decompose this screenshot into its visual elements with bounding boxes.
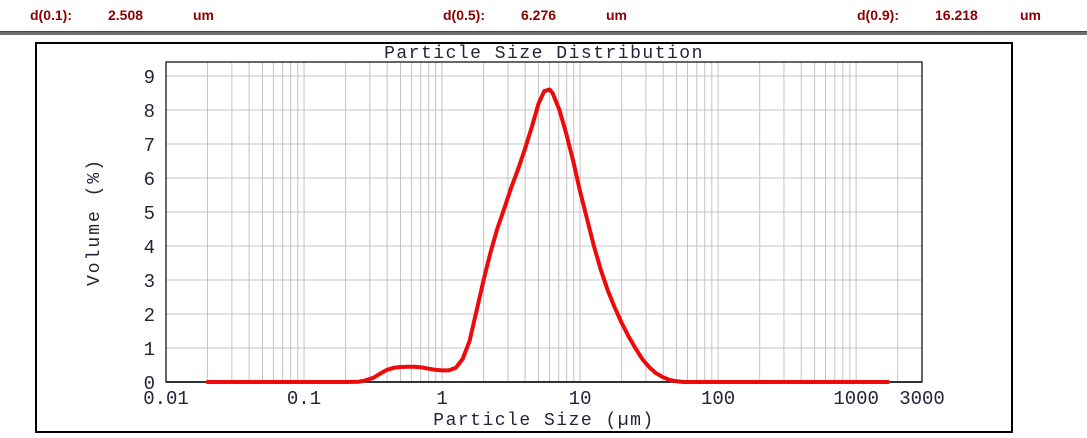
y-tick-label: 5 (144, 203, 155, 225)
x-tick-label: 10 (569, 388, 592, 410)
y-tick-label: 4 (144, 237, 155, 259)
chart-title: Particle Size Distribution (384, 44, 704, 64)
metric-unit: um (1020, 7, 1041, 23)
metric-label: d(0.5): (443, 7, 485, 23)
y-tick-label: 0 (144, 373, 155, 395)
metric-value: 16.218 (935, 7, 978, 23)
y-tick-label: 6 (144, 169, 155, 191)
x-tick-label: 1000 (833, 388, 879, 410)
metric-value: 2.508 (108, 7, 144, 23)
x-tick-label: 100 (701, 388, 735, 410)
metric-unit: um (193, 7, 214, 23)
y-axis-title: Volume (%) (85, 158, 105, 286)
metric-label: d(0.1): (30, 7, 72, 23)
report-frame: Particle Size Distribution 0 1 2 3 4 5 6 7 8 9 0.01… (35, 42, 1013, 433)
metric-d09: d(0.9): 16.218 um (857, 7, 1041, 27)
particle-size-distribution-chart: Particle Size Distribution 0 1 2 3 4 5 6 7 8 9 0.01… (85, 44, 945, 431)
metric-d05: d(0.5): 6.276 um (443, 7, 627, 27)
metric-unit: um (606, 7, 627, 23)
y-tick-label: 1 (144, 339, 155, 361)
metric-value: 6.276 (521, 7, 557, 23)
metric-d01: d(0.1): 2.508 um (30, 7, 214, 27)
y-tick-label: 2 (144, 305, 155, 327)
volume-distribution-curve (205, 87, 890, 384)
y-tick-label: 8 (144, 101, 155, 123)
metric-label: d(0.9): (857, 7, 899, 23)
header-separator (0, 31, 1087, 35)
y-tick-label: 7 (144, 135, 155, 157)
x-tick-label: 1 (436, 388, 447, 410)
header-metrics: d(0.1): 2.508 um d(0.5): 6.276 um d(0.9): 16.… (0, 0, 1087, 30)
y-tick-label: 3 (144, 271, 155, 293)
x-tick-label: 0.01 (143, 388, 189, 410)
x-tick-label: 3000 (899, 388, 945, 410)
y-tick-label: 9 (144, 67, 155, 89)
x-tick-label: 0.1 (287, 388, 321, 410)
x-axis-title: Particle Size (µm) (433, 411, 654, 431)
